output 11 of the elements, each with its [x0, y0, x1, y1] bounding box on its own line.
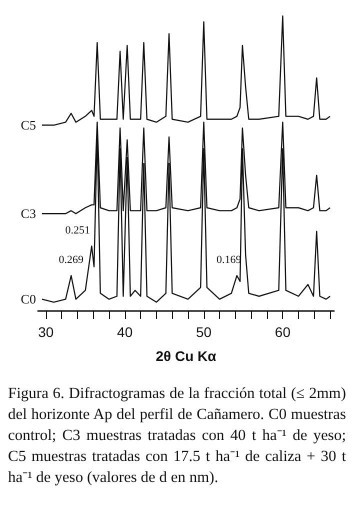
annotation: 0.251 — [65, 224, 90, 237]
x-tick-label: 50 — [196, 324, 212, 340]
annotation: 0.269 — [58, 254, 84, 266]
series-label: C3 — [20, 206, 36, 222]
x-axis-title: 2θ Cu Kα — [156, 348, 217, 364]
text: Figura 6. Difractogramas de la fracción total (≤ 2mm) del horizonte Ap del perfil de Cañamero. C0 muestras control; C3 muestras tratadas con 40 t ha⁻¹ de yeso; C5 muestras tratadas con 17.5 t ha⁻¹ de caliza + 30 t ha⁻¹ de yeso (valores de d en nm). — [8, 384, 346, 488]
x-tick-label: 40 — [117, 324, 133, 340]
series-label: C0 — [20, 292, 36, 307]
x-tick-label: 60 — [274, 324, 291, 340]
series-label: C5 — [20, 118, 36, 133]
x-tick-label: 30 — [38, 324, 54, 340]
